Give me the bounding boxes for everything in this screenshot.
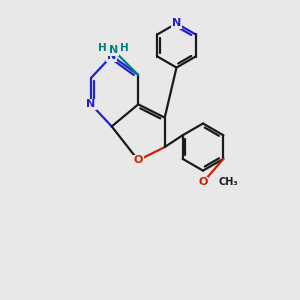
Text: H: H xyxy=(98,44,106,53)
Text: N: N xyxy=(107,51,116,61)
Text: H: H xyxy=(120,44,129,53)
Text: O: O xyxy=(134,155,143,165)
Text: N: N xyxy=(86,99,96,110)
Text: N: N xyxy=(172,18,181,28)
Text: N: N xyxy=(109,45,118,55)
Text: O: O xyxy=(198,177,208,188)
Text: CH₃: CH₃ xyxy=(218,177,238,188)
